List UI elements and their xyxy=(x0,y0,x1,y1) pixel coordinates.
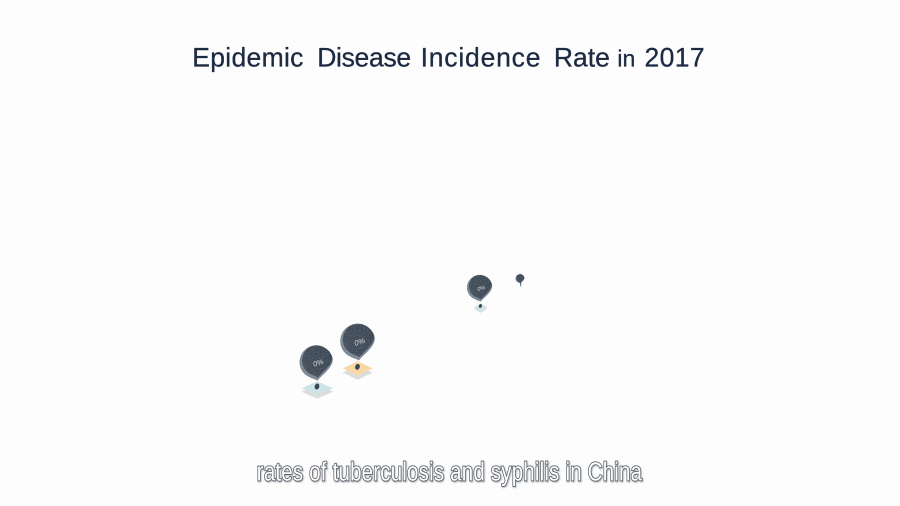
svg-text:in: in xyxy=(617,46,635,72)
svg-text:0%: 0% xyxy=(312,357,325,369)
svg-text:Incidence: Incidence xyxy=(421,43,542,73)
svg-text:0%: 0% xyxy=(477,285,487,293)
svg-text:0%: 0% xyxy=(353,336,367,348)
svg-text:2017: 2017 xyxy=(645,43,706,73)
svg-text:Epidemic: Epidemic xyxy=(192,43,303,73)
svg-text:Rate: Rate xyxy=(554,43,610,73)
svg-text:Disease: Disease xyxy=(317,43,411,73)
svg-text:rates of tuberculosis and syph: rates of tuberculosis and syphilis in Ch… xyxy=(257,457,642,486)
